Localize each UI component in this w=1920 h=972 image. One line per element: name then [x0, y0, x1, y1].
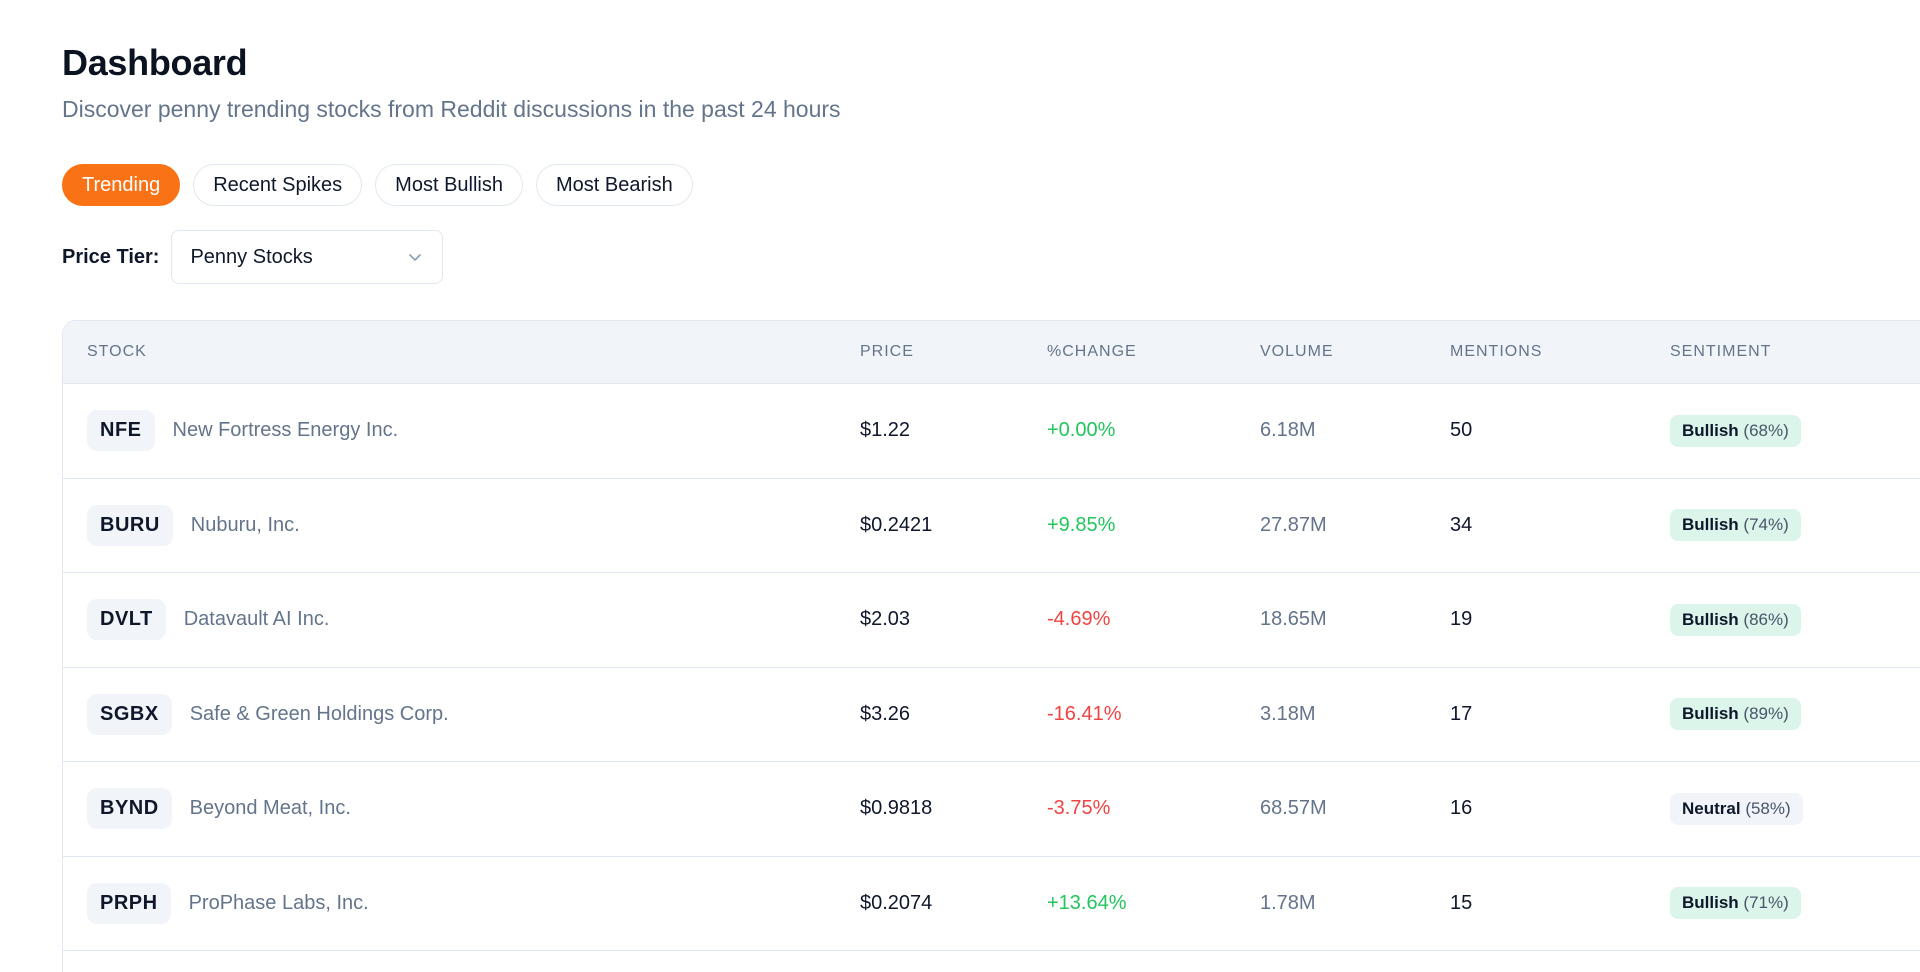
sentiment-percent: (86%) — [1743, 609, 1789, 629]
tab-most-bearish[interactable]: Most Bearish — [535, 164, 693, 206]
volume-cell: 3.18M — [1260, 702, 1316, 725]
mentions-cell: 16 — [1450, 797, 1473, 820]
sentiment-badge: Bullish (71%) — [1670, 887, 1801, 920]
page-header: Dashboard Discover penny trending stocks… — [62, 40, 841, 124]
mentions-cell: 15 — [1450, 891, 1473, 914]
ticker-badge: BURU — [87, 504, 173, 546]
stock-cell: BURU Nuburu, Inc. — [87, 479, 300, 573]
sentiment-cell: Bullish (86%) — [1670, 573, 1801, 667]
page-subtitle: Discover penny trending stocks from Redd… — [62, 96, 841, 122]
change-cell: -4.69% — [1047, 608, 1111, 631]
volume-cell: 27.87M — [1260, 513, 1327, 536]
price-cell: $1.22 — [860, 419, 911, 442]
ticker-badge: DVLT — [87, 599, 166, 641]
table-row[interactable]: BURU Nuburu, Inc. $0.2421 +9.85% 27.87M … — [63, 479, 1920, 573]
ticker-badge: SGBX — [87, 693, 172, 735]
stock-cell: SGBX Safe & Green Holdings Corp. — [87, 668, 449, 762]
sentiment-label: Bullish — [1682, 893, 1739, 913]
change-cell: +13.64% — [1047, 891, 1127, 914]
company-name: Nuburu, Inc. — [190, 513, 300, 536]
stock-cell: DVLT Datavault AI Inc. — [87, 573, 329, 667]
sentiment-badge: Bullish (74%) — [1670, 509, 1801, 542]
price-tier-filter: Price Tier: Penny Stocks — [62, 230, 444, 284]
volume-cell: 68.57M — [1260, 797, 1327, 820]
column-header-volume[interactable]: VOLUME — [1260, 343, 1334, 360]
mentions-cell: 50 — [1450, 419, 1473, 442]
volume-cell: 1.78M — [1260, 891, 1316, 914]
price-cell: $0.2421 — [860, 513, 933, 536]
column-header-sentiment[interactable]: SENTIMENT — [1670, 343, 1772, 360]
table-row[interactable]: BYND Beyond Meat, Inc. $0.9818 -3.75% 68… — [63, 762, 1920, 857]
sentiment-percent: (68%) — [1743, 420, 1789, 440]
column-header-stock[interactable]: STOCK — [87, 343, 147, 360]
table-row[interactable]: DVLT Datavault AI Inc. $2.03 -4.69% 18.6… — [63, 573, 1920, 668]
sentiment-percent: (58%) — [1745, 798, 1791, 818]
mentions-cell: 19 — [1450, 608, 1473, 631]
price-cell: $0.2074 — [860, 891, 933, 914]
ticker-badge: BYND — [87, 788, 172, 830]
sentiment-badge: Neutral (58%) — [1670, 792, 1803, 825]
sentiment-percent: (71%) — [1743, 893, 1789, 913]
ticker-badge: PRPH — [87, 882, 171, 924]
tab-trending[interactable]: Trending — [62, 164, 181, 206]
price-tier-select[interactable]: Penny Stocks — [171, 230, 444, 284]
column-header-mentions[interactable]: MENTIONS — [1450, 343, 1543, 360]
price-tier-label: Price Tier: — [62, 245, 160, 268]
tab-recent-spikes[interactable]: Recent Spikes — [193, 164, 363, 206]
volume-cell: 18.65M — [1260, 608, 1327, 631]
sentiment-label: Neutral — [1682, 798, 1741, 818]
sentiment-label: Bullish — [1682, 609, 1739, 629]
volume-cell: 6.18M — [1260, 419, 1316, 442]
sentiment-cell: Neutral (58%) — [1670, 762, 1803, 856]
tab-most-bullish[interactable]: Most Bullish — [375, 164, 523, 206]
table-row[interactable]: PRPH ProPhase Labs, Inc. $0.2074 +13.64%… — [63, 857, 1920, 951]
ticker-badge: NFE — [87, 410, 155, 452]
table-header: STOCK PRICE %CHANGE VOLUME MENTIONS SENT… — [63, 321, 1920, 384]
sentiment-label: Bullish — [1682, 704, 1739, 724]
sentiment-label: Bullish — [1682, 420, 1739, 440]
sentiment-badge: Bullish (89%) — [1670, 698, 1801, 731]
change-cell: +0.00% — [1047, 419, 1116, 442]
view-tabs: Trending Recent Spikes Most Bullish Most… — [62, 164, 693, 206]
sentiment-cell: Bullish (71%) — [1670, 857, 1801, 951]
stock-cell: PRPH ProPhase Labs, Inc. — [87, 857, 369, 951]
sentiment-percent: (74%) — [1743, 515, 1789, 535]
stock-cell: BYND Beyond Meat, Inc. — [87, 762, 351, 856]
sentiment-label: Bullish — [1682, 515, 1739, 535]
sentiment-percent: (89%) — [1743, 704, 1789, 724]
stock-cell: NFE New Fortress Energy Inc. — [87, 384, 398, 478]
price-cell: $2.03 — [860, 608, 911, 631]
company-name: Beyond Meat, Inc. — [189, 797, 351, 820]
column-header-price[interactable]: PRICE — [860, 343, 914, 360]
company-name: Safe & Green Holdings Corp. — [189, 702, 449, 725]
mentions-cell: 17 — [1450, 702, 1473, 725]
sentiment-cell: Bullish (74%) — [1670, 479, 1801, 573]
company-name: New Fortress Energy Inc. — [172, 419, 399, 442]
change-cell: -3.75% — [1047, 797, 1111, 820]
sentiment-cell: Bullish (89%) — [1670, 668, 1801, 762]
price-cell: $3.26 — [860, 702, 911, 725]
company-name: Datavault AI Inc. — [183, 608, 330, 631]
sentiment-cell: Bullish (68%) — [1670, 384, 1801, 478]
mentions-cell: 34 — [1450, 513, 1473, 536]
change-cell: -16.41% — [1047, 702, 1122, 725]
chevron-down-icon — [409, 254, 422, 261]
sentiment-badge: Bullish (86%) — [1670, 603, 1801, 636]
price-cell: $0.9818 — [860, 797, 933, 820]
change-cell: +9.85% — [1047, 513, 1116, 536]
price-tier-value: Penny Stocks — [190, 245, 313, 268]
page-title: Dashboard — [62, 42, 248, 83]
column-header-change[interactable]: %CHANGE — [1047, 343, 1137, 360]
table-row[interactable]: NFE New Fortress Energy Inc. $1.22 +0.00… — [63, 384, 1920, 479]
company-name: ProPhase Labs, Inc. — [188, 891, 369, 914]
sentiment-badge: Bullish (68%) — [1670, 414, 1801, 447]
stocks-table: STOCK PRICE %CHANGE VOLUME MENTIONS SENT… — [62, 320, 1920, 972]
table-row[interactable]: SGBX Safe & Green Holdings Corp. $3.26 -… — [63, 668, 1920, 762]
